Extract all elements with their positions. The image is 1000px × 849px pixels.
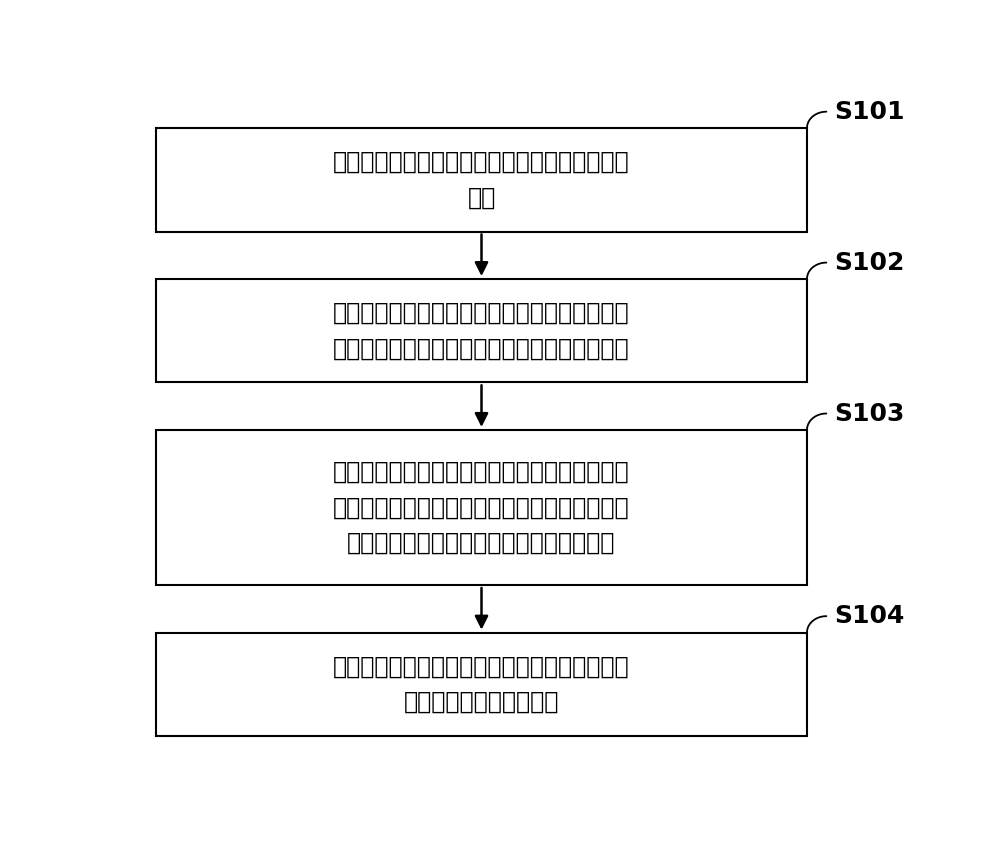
Text: S103: S103 [834, 402, 904, 425]
Text: S104: S104 [834, 604, 904, 628]
Bar [156, 430, 807, 585]
Bar [156, 128, 807, 232]
Text: 分别对所述第一摄像头采集的图像和所述第二摄
像头采集的图像进行前景区域和背景区域的划分: 分别对所述第一摄像头采集的图像和所述第二摄 像头采集的图像进行前景区域和背景区域… [333, 301, 630, 360]
Text: 将所述背景图像和所述前景图像按照设定的姿态
进行合成，形成最终图像: 将所述背景图像和所述前景图像按照设定的姿态 进行合成，形成最终图像 [333, 655, 630, 714]
Bar [156, 279, 807, 382]
Text: 对所述第一摄像头采集的图像进行前景区域移除
处理，形成背景图像；对所述第二摄像头采集的
图像进行背景区域移除处理，形成前景图像: 对所述第一摄像头采集的图像进行前景区域移除 处理，形成背景图像；对所述第二摄像头… [333, 460, 630, 555]
Text: 获取第一摄像头采集的图像和第二摄像头采集的
图像: 获取第一摄像头采集的图像和第二摄像头采集的 图像 [333, 150, 630, 210]
Text: S102: S102 [834, 250, 904, 274]
Text: S101: S101 [834, 99, 905, 124]
Bar [156, 633, 807, 736]
